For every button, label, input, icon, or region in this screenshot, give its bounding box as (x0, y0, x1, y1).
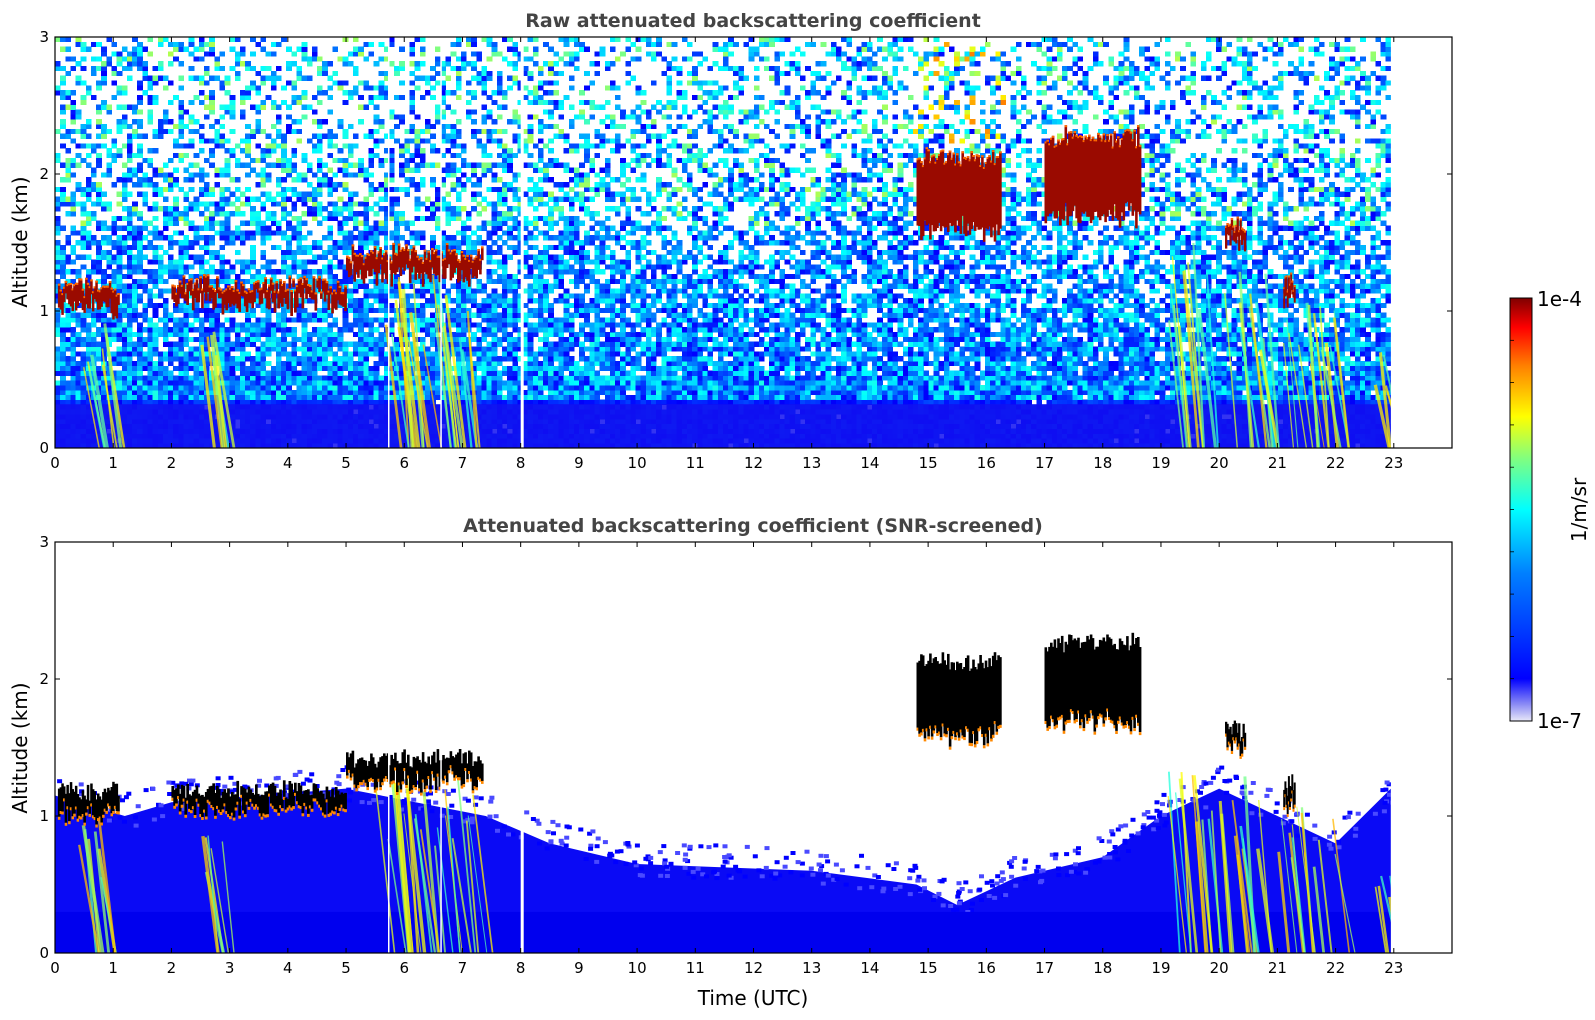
y-tick-label: 2 (39, 165, 49, 183)
x-tick-label: 4 (283, 959, 293, 977)
x-tick-label: 7 (458, 454, 468, 472)
x-tick-label: 5 (341, 454, 351, 472)
y-tick-label: 3 (39, 28, 49, 46)
x-tick-label: 12 (744, 454, 763, 472)
x-tick-label: 21 (1268, 959, 1287, 977)
y-tick-label: 2 (39, 670, 49, 688)
y-tick-label: 1 (39, 302, 49, 320)
x-tick-label: 23 (1384, 959, 1403, 977)
colorbar-unit-label: 1/m/sr (1567, 477, 1591, 542)
x-tick-label: 18 (1093, 959, 1112, 977)
y-tick-label: 0 (39, 944, 49, 962)
x-tick-label: 5 (341, 959, 351, 977)
x-tick-label: 7 (458, 959, 468, 977)
x-tick-label: 3 (225, 454, 235, 472)
x-tick-label: 21 (1268, 454, 1287, 472)
x-tick-label: 6 (399, 959, 409, 977)
y-axis-label-screened: Altitude (km) (8, 682, 32, 813)
x-tick-label: 14 (860, 959, 879, 977)
panel-title-screened: Attenuated backscattering coefficient (S… (463, 515, 1043, 537)
y-axis-raw: 0 1 2 3 (39, 28, 1452, 457)
x-axis-raw: 0 1 2 3 4 5 6 7 8 9 10 11 12 13 14 15 16 17 18 19 20 21 22 23 (50, 37, 1403, 472)
x-tick-label: 11 (686, 454, 705, 472)
heatmap-screened (55, 542, 1452, 953)
x-tick-label: 9 (574, 959, 584, 977)
colorbar: 1e-4 1e-7 1/m/sr (1509, 287, 1591, 733)
x-tick-label: 0 (50, 959, 60, 977)
y-tick-label: 3 (39, 533, 49, 551)
x-tick-label: 19 (1151, 959, 1170, 977)
x-tick-label: 4 (283, 454, 293, 472)
x-tick-label: 14 (860, 454, 879, 472)
x-tick-label: 3 (225, 959, 235, 977)
x-tick-label: 15 (919, 454, 938, 472)
x-tick-label: 15 (919, 959, 938, 977)
x-tick-label: 2 (167, 959, 177, 977)
x-tick-label: 1 (108, 959, 118, 977)
x-tick-label: 11 (686, 959, 705, 977)
x-tick-label: 10 (628, 959, 647, 977)
x-tick-label: 0 (50, 454, 60, 472)
colorbar-max-label: 1e-4 (1537, 287, 1582, 311)
x-tick-label: 6 (399, 454, 409, 472)
y-tick-label: 0 (39, 439, 49, 457)
x-axis-screened: 0 1 2 3 4 5 6 7 8 9 10 11 12 13 14 15 16 17 18 19 20 21 22 23 (50, 542, 1403, 977)
x-tick-label: 13 (802, 959, 821, 977)
x-tick-label: 16 (977, 454, 996, 472)
x-tick-label: 8 (516, 454, 526, 472)
x-tick-label: 22 (1326, 454, 1345, 472)
x-tick-label: 10 (628, 454, 647, 472)
x-tick-label: 22 (1326, 959, 1345, 977)
x-tick-label: 1 (108, 454, 118, 472)
x-tick-label: 17 (1035, 959, 1054, 977)
x-tick-label: 12 (744, 959, 763, 977)
x-tick-label: 19 (1151, 454, 1170, 472)
x-tick-label: 9 (574, 454, 584, 472)
panel-screened: Attenuated backscattering coefficient (S… (8, 515, 1453, 1010)
x-tick-label: 20 (1210, 959, 1229, 977)
x-tick-label: 20 (1210, 454, 1229, 472)
x-tick-label: 18 (1093, 454, 1112, 472)
heatmap-raw (55, 37, 1452, 448)
x-tick-label: 23 (1384, 454, 1403, 472)
colorbar-min-label: 1e-7 (1537, 709, 1582, 733)
y-tick-label: 1 (39, 807, 49, 825)
x-tick-label: 2 (167, 454, 177, 472)
x-tick-label: 13 (802, 454, 821, 472)
y-axis-label-raw: Altitude (km) (8, 176, 32, 307)
x-tick-label: 16 (977, 959, 996, 977)
x-tick-label: 8 (516, 959, 526, 977)
panel-raw: Raw attenuated backscattering coefficien… (8, 10, 1453, 472)
y-axis-screened: 0 1 2 3 (39, 533, 1452, 962)
x-axis-label-time: Time (UTC) (697, 986, 809, 1010)
x-tick-label: 17 (1035, 454, 1054, 472)
panel-title-raw: Raw attenuated backscattering coefficien… (525, 10, 981, 32)
